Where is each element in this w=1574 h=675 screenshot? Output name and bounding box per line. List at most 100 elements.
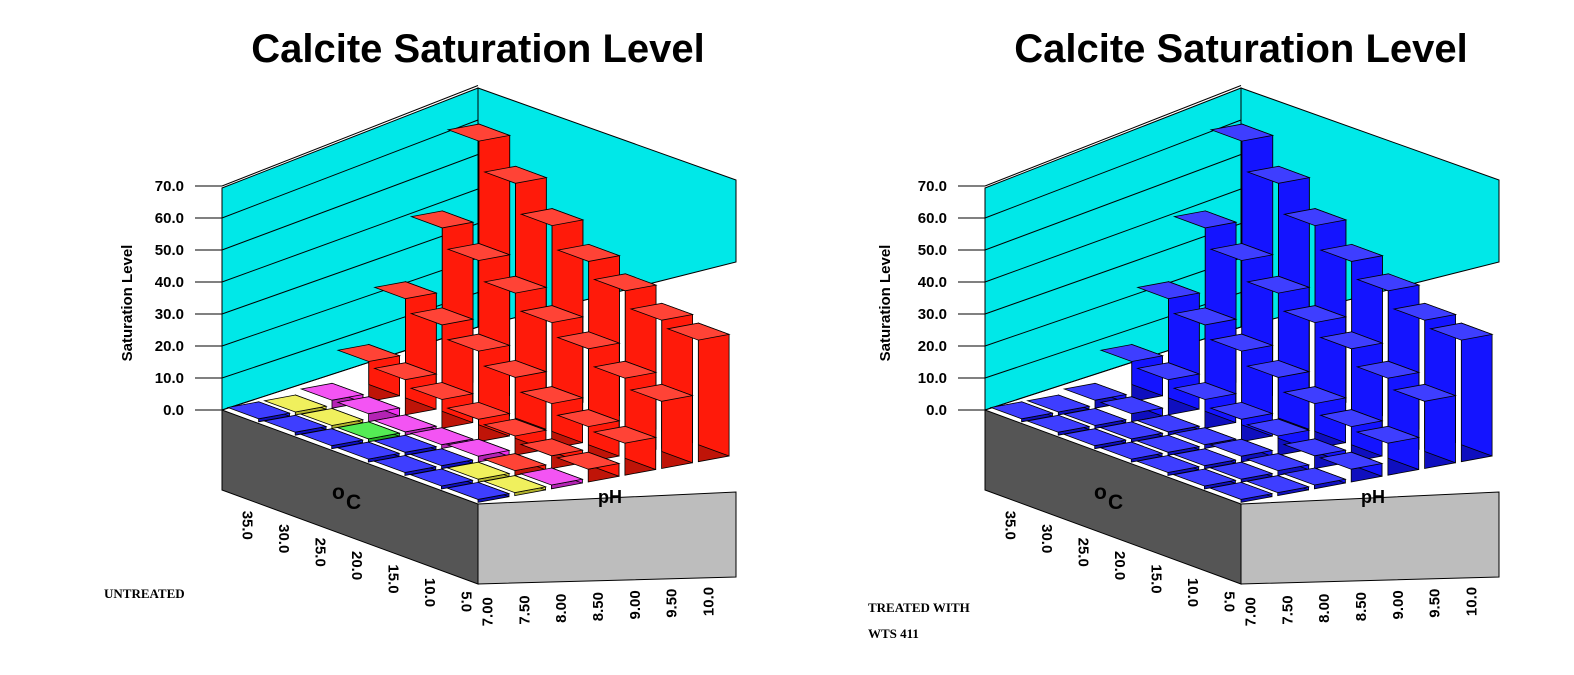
- bar-top-face: [592, 360, 658, 379]
- bar-top-face: [1026, 394, 1091, 413]
- bar-top-face: [1135, 455, 1201, 473]
- y-tick-label: 40.0: [155, 274, 184, 291]
- bar-top-face: [556, 409, 621, 428]
- y-tick-label: 70.0: [918, 178, 947, 195]
- bar: [666, 322, 731, 463]
- temperature-tick-label: 15.0: [1148, 564, 1165, 593]
- bar-top-face: [1136, 281, 1201, 300]
- bar-top-face: [446, 333, 511, 352]
- bar-top-face: [409, 307, 475, 326]
- bar-top-face: [1355, 425, 1421, 444]
- y-tick-label: 50.0: [918, 242, 947, 259]
- bar-top-face: [1209, 243, 1275, 261]
- y-tick-label: 30.0: [918, 306, 947, 323]
- bar-top-face: [336, 421, 401, 440]
- bar-top-face: [519, 467, 584, 486]
- bar: [1282, 467, 1347, 490]
- bar-top-face: [1245, 453, 1311, 472]
- bar: [373, 362, 438, 416]
- gridline: [221, 154, 479, 251]
- ph-tick-labels: 7.00 7.50 8.00 8.50 9.00 9.50 10.0: [1242, 587, 1480, 626]
- bar-top-face: [1429, 322, 1494, 341]
- bar-top-face: [1209, 401, 1274, 420]
- bar: [1136, 362, 1201, 416]
- y-tick-label: 70.0: [155, 178, 184, 195]
- bar-top-face: [519, 438, 584, 457]
- bar: [1135, 454, 1201, 476]
- bar-top-face: [483, 275, 548, 294]
- gridline: [221, 257, 479, 347]
- bar-top-face: [556, 331, 621, 350]
- bar-top-face: [1135, 414, 1201, 433]
- bar-top-face: [1392, 302, 1458, 321]
- chart-title: Calcite Saturation Level: [251, 27, 704, 71]
- gridline: [984, 119, 1242, 219]
- floor-skirt: [984, 409, 1500, 585]
- bar-top-face: [1025, 414, 1091, 433]
- temperature-axis-label: o C: [332, 481, 361, 514]
- bar-top-face: [1208, 461, 1274, 480]
- bar-top-face: [409, 382, 475, 400]
- bar-top-face: [299, 382, 365, 401]
- bar: [372, 434, 438, 456]
- gridline: [984, 85, 1242, 187]
- gridline: [221, 223, 479, 315]
- ph-tick-label: 9.00: [627, 590, 644, 619]
- bar-top-face: [1355, 360, 1421, 379]
- bar-top-face: [1245, 359, 1311, 378]
- degree-o: o: [332, 481, 345, 504]
- bar-top-face: [592, 273, 658, 292]
- bar-top-face: [409, 448, 474, 467]
- bar: [555, 451, 621, 483]
- bar-top-face: [629, 383, 694, 402]
- y-tick-label: 20.0: [918, 338, 947, 355]
- bar-top-face: [592, 425, 658, 444]
- bar: [263, 394, 328, 416]
- bar: [1392, 383, 1457, 469]
- bar-top-face: [1209, 438, 1274, 457]
- bar-top-face: [373, 362, 438, 381]
- bar: [1062, 428, 1128, 450]
- bar: [1136, 281, 1201, 396]
- bar-top-face: [1318, 451, 1384, 470]
- bar: [1062, 407, 1128, 429]
- bar-top-face: [446, 438, 511, 457]
- ph-tick-label: 9.00: [1390, 590, 1407, 619]
- temperature-axis-label: o C: [1094, 481, 1123, 514]
- floor-skirt: [221, 409, 737, 585]
- left-back-wall: [984, 87, 1242, 411]
- y-tick-label: 50.0: [155, 242, 184, 259]
- temperature-tick-label: 5.0: [1221, 591, 1238, 612]
- chart-title: Calcite Saturation Level: [1014, 27, 1467, 71]
- bars: [226, 123, 731, 503]
- bar-top-face: [666, 322, 731, 341]
- bar-top-face: [1392, 383, 1457, 402]
- bar-top-face: [482, 453, 548, 472]
- bar-top-face: [1282, 438, 1347, 457]
- bar-top-face: [1062, 382, 1128, 401]
- bar-top-face: [263, 394, 328, 413]
- bar: [262, 414, 328, 436]
- bar-top-face: [1282, 208, 1348, 227]
- y-tick-label: 60.0: [918, 210, 947, 227]
- bar-top-face: [519, 208, 585, 227]
- bar-top-face: [1246, 165, 1311, 184]
- bar-top-face: [1062, 408, 1128, 426]
- y-axis-label: Saturation Level: [877, 245, 894, 362]
- bar-top-face: [1245, 418, 1311, 437]
- bar-top-face: [446, 243, 512, 261]
- ph-tick-label: 7.50: [1279, 595, 1296, 624]
- ph-tick-label: 7.00: [1242, 597, 1259, 626]
- bar-top-face: [1319, 243, 1384, 262]
- ph-axis-label: pH: [1361, 487, 1385, 507]
- y-tick-label: 60.0: [155, 210, 184, 227]
- bars: [989, 123, 1494, 503]
- degree-c: C: [346, 491, 361, 514]
- bar-top-face: [1172, 427, 1238, 446]
- bar-top-face: [1172, 210, 1238, 229]
- bar-top-face: [1099, 344, 1165, 362]
- bar-top-face: [1099, 441, 1164, 460]
- bar: [1245, 475, 1311, 497]
- temperature-tick-label: 10.0: [421, 578, 438, 607]
- bar-top-face: [409, 210, 475, 229]
